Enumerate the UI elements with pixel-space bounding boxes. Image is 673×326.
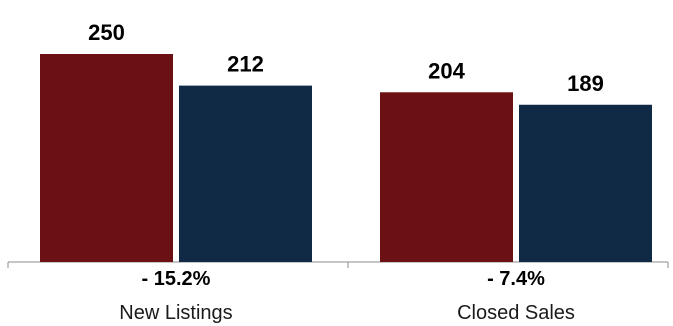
bar bbox=[519, 104, 652, 262]
category-label: Closed Sales bbox=[457, 302, 575, 324]
bar bbox=[179, 85, 312, 262]
x-axis-ticks bbox=[7, 262, 669, 268]
bar bbox=[380, 92, 513, 262]
bar-value-label: 204 bbox=[428, 58, 465, 83]
bar-value-label: 250 bbox=[88, 20, 125, 45]
value-labels-group: 250 212 204 189 bbox=[88, 20, 604, 96]
percent-change-label: - 7.4% bbox=[487, 268, 545, 290]
category-label: New Listings bbox=[119, 302, 232, 324]
bar-value-label: 212 bbox=[227, 52, 264, 77]
bar-value-label: 189 bbox=[567, 71, 604, 96]
bars-group bbox=[40, 54, 652, 262]
percent-change-label: - 15.2% bbox=[142, 268, 211, 290]
category-labels-group: - 15.2% New Listings - 7.4% Closed Sales bbox=[119, 268, 575, 324]
bar bbox=[40, 54, 173, 262]
